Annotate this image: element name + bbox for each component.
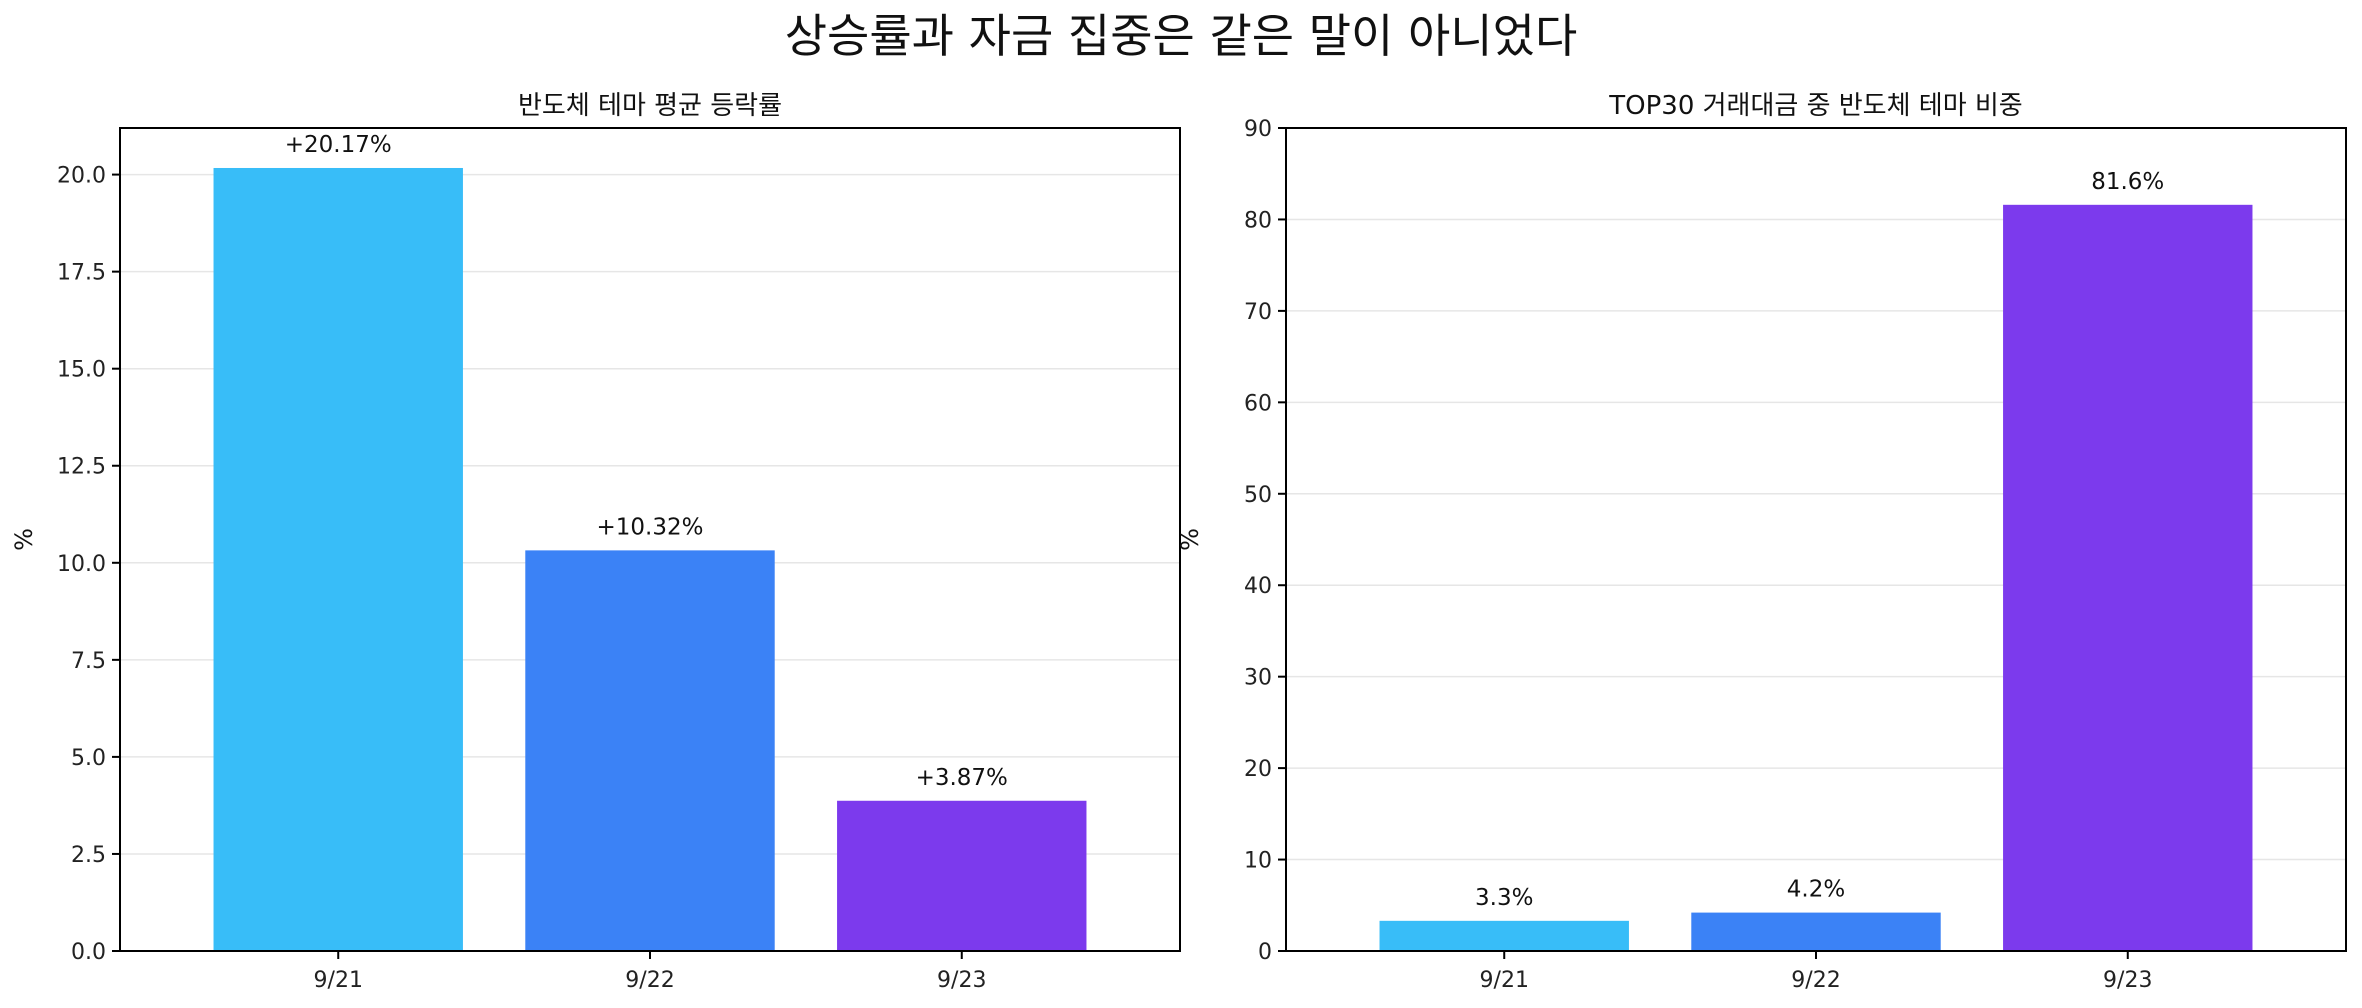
chart1-bar-value-label: +10.32% <box>597 514 704 540</box>
chart2-y-tick-label: 0 <box>1258 940 1272 965</box>
chart2-y-tick-label: 40 <box>1244 574 1272 599</box>
chart2-bar-value-label: 4.2% <box>1787 877 1845 903</box>
chart1-x-tick-label: 9/22 <box>625 968 674 993</box>
chart2-bar-value-label: 3.3% <box>1475 885 1533 911</box>
chart2-y-tick-label: 10 <box>1244 849 1272 874</box>
chart2-x-tick-label: 9/21 <box>1480 968 1529 993</box>
chart2-y-tick-label: 70 <box>1244 300 1272 325</box>
chart1-axes-frame <box>119 127 1181 952</box>
chart1-y-tick-label: 5.0 <box>71 746 106 771</box>
chart2-x-tick-label: 9/23 <box>2103 968 2152 993</box>
chart1-x-tick-label: 9/23 <box>937 968 986 993</box>
chart1-y-tick-label: 0.0 <box>71 940 106 965</box>
figure-title: 상승률과 자금 집중은 같은 말이 아니었다 <box>784 9 1578 63</box>
chart2-y-tick-label: 60 <box>1244 391 1272 416</box>
chart2-y-tick-label: 80 <box>1244 208 1272 233</box>
chart2-bar[interactable] <box>1379 920 1629 951</box>
chart1-bar-value-label: +20.17% <box>285 132 392 158</box>
chart1-y-tick-label: 7.5 <box>71 649 106 674</box>
chart2-axes-frame <box>1285 127 2347 952</box>
chart1-bar-value-label: +3.87% <box>916 765 1008 791</box>
chart2-y-tick-label: 30 <box>1244 666 1272 691</box>
chart1-bar[interactable] <box>525 550 775 951</box>
chart1-y-tick-label: 17.5 <box>57 261 106 286</box>
chart1-y-tick-label: 2.5 <box>71 843 106 868</box>
chart2-title: TOP30 거래대금 중 반도체 테마 비중 <box>1608 91 2022 121</box>
chart2-y-tick-label: 90 <box>1244 117 1272 142</box>
chart2-y-axis-label: % <box>1176 528 1204 551</box>
chart1-y-tick-label: 15.0 <box>57 358 106 383</box>
chart1-y-tick-label: 12.5 <box>57 455 106 480</box>
chart1-y-axis-label: % <box>10 528 38 551</box>
chart2-x-tick-label: 9/22 <box>1791 968 1840 993</box>
chart1-bar[interactable] <box>213 167 463 952</box>
chart1-y-tick-label: 20.0 <box>57 164 106 189</box>
chart2-bar[interactable] <box>1691 912 1941 951</box>
chart1-x-tick-label: 9/21 <box>314 968 363 993</box>
chart1-y-tick-label: 10.0 <box>57 552 106 577</box>
chart1-title: 반도체 테마 평균 등락률 <box>518 91 782 121</box>
chart1-bar[interactable] <box>837 800 1087 951</box>
chart2-bar[interactable] <box>2003 204 2253 951</box>
chart2-y-tick-label: 50 <box>1244 483 1272 508</box>
chart2-y-tick-label: 20 <box>1244 757 1272 782</box>
chart2-bar-value-label: 81.6% <box>2091 169 2164 195</box>
